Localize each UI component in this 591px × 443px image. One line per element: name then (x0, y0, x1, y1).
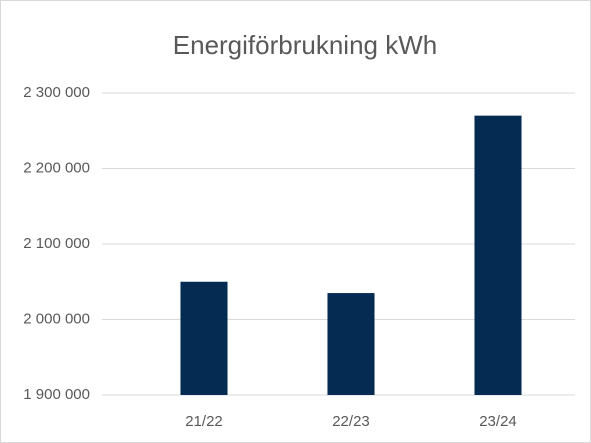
chart-title: Energiförbrukning kWh (173, 30, 437, 60)
y-tick-label: 2 300 000 (23, 84, 90, 101)
x-tick-label: 22/23 (332, 413, 370, 430)
x-tick-label: 23/24 (479, 413, 517, 430)
bar (327, 293, 375, 395)
y-tick-label: 2 000 000 (23, 310, 90, 327)
y-tick-label: 1 900 000 (23, 386, 90, 403)
y-tick-label: 2 200 000 (23, 159, 90, 176)
x-tick-label: 21/22 (185, 413, 223, 430)
y-tick-label: 2 100 000 (23, 235, 90, 252)
bar (180, 281, 228, 395)
bar (474, 115, 522, 396)
